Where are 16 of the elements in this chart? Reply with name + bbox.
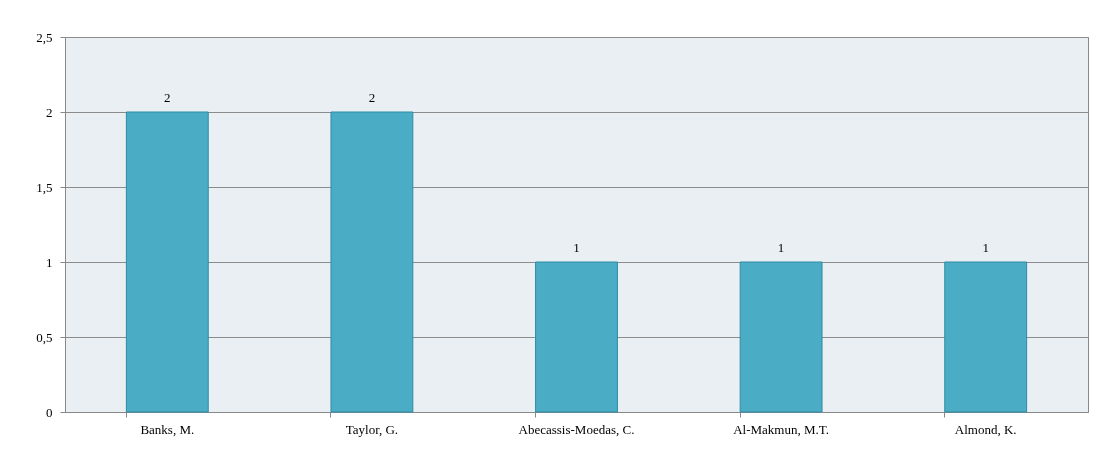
x-tick-label: Banks, M. (140, 421, 195, 437)
y-tick-label: 1,5 (36, 179, 53, 195)
x-tick-label: Almond, K. (954, 421, 1017, 437)
data-label: 1 (982, 240, 989, 255)
x-tick-label: Al-Makmun, M.T. (733, 421, 830, 437)
y-tick-label: 0 (46, 404, 53, 420)
data-label: 1 (777, 240, 785, 255)
data-label: 1 (573, 240, 580, 255)
y-tick-label: 0,5 (36, 329, 53, 345)
data-label: 2 (368, 90, 376, 105)
data-label: 2 (164, 90, 171, 105)
x-tick-label: Abecassis-Moedas, C. (518, 421, 635, 437)
y-tick-label: 2,5 (36, 29, 53, 45)
x-tick-label: Taylor, G. (345, 421, 399, 437)
y-tick-label: 1 (46, 254, 53, 270)
y-tick-label: 2 (46, 104, 53, 120)
